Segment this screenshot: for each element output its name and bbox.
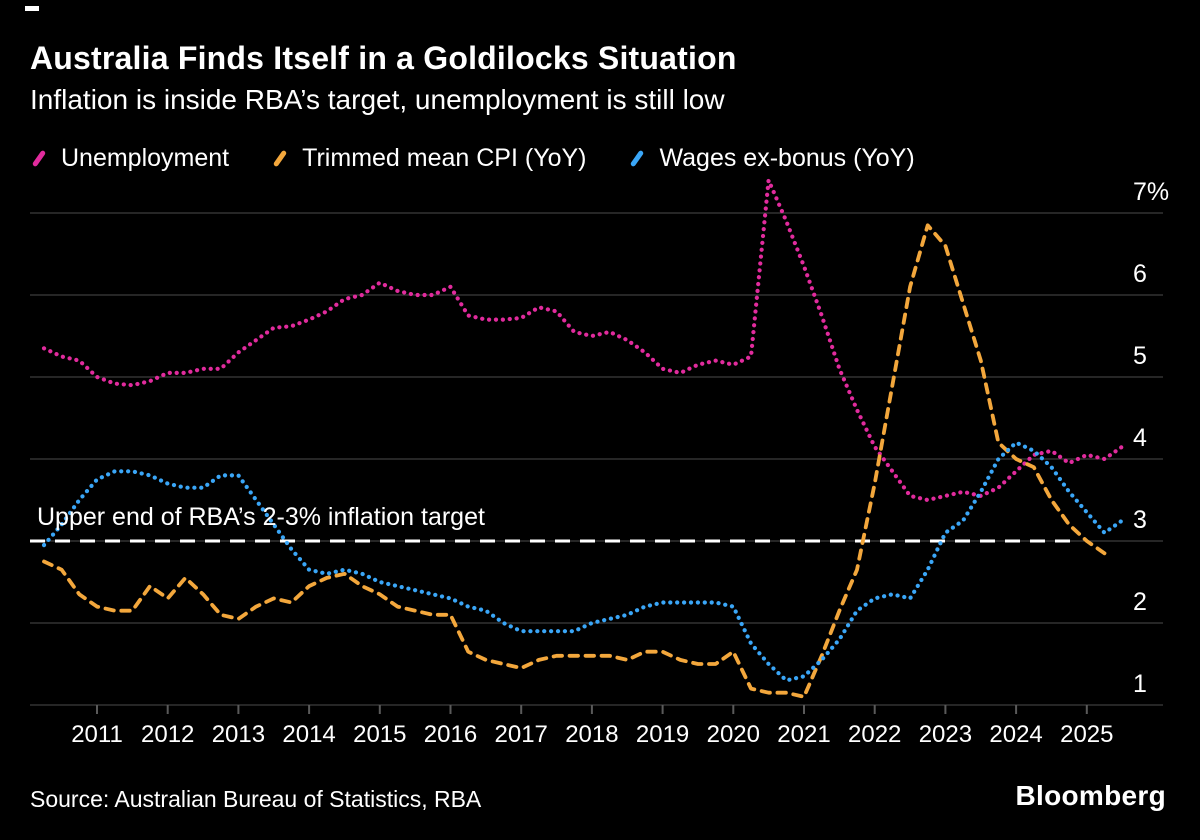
y-axis-label: 5 [1133,342,1147,370]
legend-item-wages: Wages ex-bonus (YoY) [628,144,915,173]
series-line-0 [41,178,1125,503]
target-line-annotation: Upper end of RBA’s 2-3% inflation target [37,503,485,531]
x-axis-label: 2022 [848,721,901,748]
x-axis-label: 2023 [919,721,972,748]
x-axis-label: 2019 [636,721,689,748]
y-axis-label: 7% [1133,178,1169,206]
x-axis-label: 2015 [353,721,406,748]
y-axis-label: 2 [1133,588,1147,616]
y-axis-label: 6 [1133,260,1147,288]
y-axis-label: 4 [1133,424,1147,452]
chart-subtitle: Inflation is inside RBA’s target, unempl… [30,84,725,115]
legend-item-unemployment: Unemployment [30,144,229,173]
y-axis-label: 1 [1133,670,1147,698]
x-axis-label: 2021 [777,721,830,748]
y-axis-label: 3 [1133,506,1147,534]
x-axis-label: 2020 [707,721,760,748]
x-axis-label: 2018 [565,721,618,748]
legend-label-unemployment: Unemployment [61,144,230,172]
legend: Unemployment Trimmed mean CPI (YoY) Wage… [30,144,915,173]
legend-label-wages: Wages ex-bonus (YoY) [659,144,915,172]
x-axis-label: 2012 [141,721,194,748]
series-line-1 [42,223,1107,699]
bloomberg-logo: Bloomberg [1015,780,1166,811]
legend-item-trimmed-mean-cpi: Trimmed mean CPI (YoY) [271,144,586,173]
series-line-2 [41,440,1125,683]
x-axis-label: 2024 [989,721,1042,748]
chart-title: Australia Finds Itself in a Goldilocks S… [30,40,737,76]
legend-label-trimmed-mean-cpi: Trimmed mean CPI (YoY) [302,144,587,172]
x-axis-label: 2016 [424,721,477,748]
x-axis-label: 2017 [495,721,548,748]
screen-corner-artifact [25,6,39,11]
x-axis-label: 2013 [212,721,265,748]
x-axis-label: 2025 [1060,721,1113,748]
x-axis-label: 2011 [71,721,123,748]
x-axis-label: 2014 [282,721,335,748]
source-note: Source: Australian Bureau of Statistics,… [30,786,482,812]
